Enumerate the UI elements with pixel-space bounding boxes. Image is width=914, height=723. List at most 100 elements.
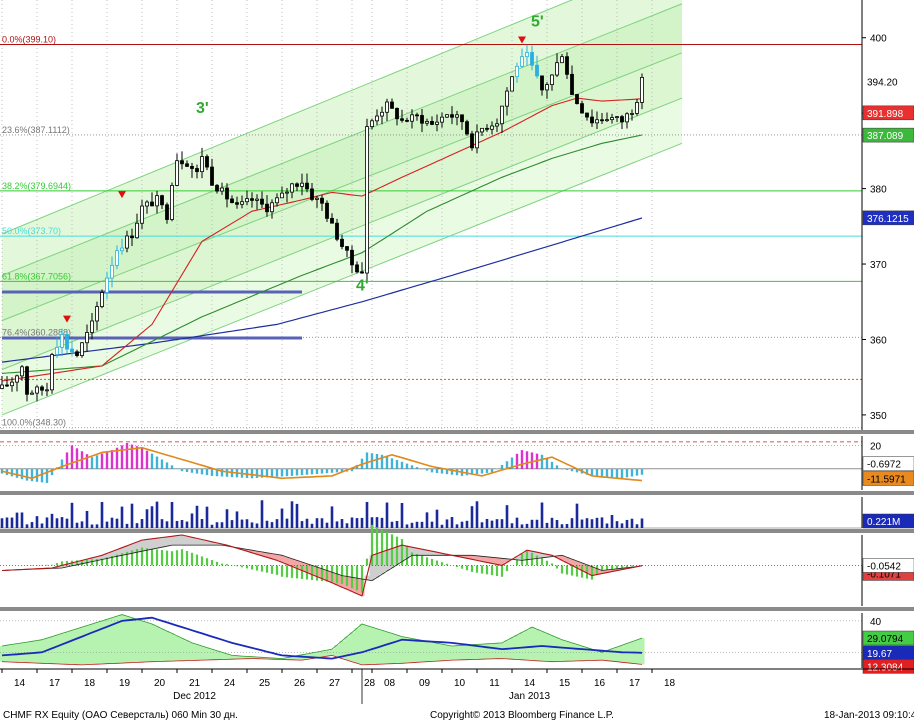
- candle-body: [415, 114, 419, 117]
- candle-body: [430, 121, 434, 125]
- macd-bar: [495, 565, 499, 576]
- oscillator-panel: 20 -0.6972 -11.5971: [0, 436, 914, 495]
- volume-bar: [490, 520, 494, 528]
- macd-bar: [475, 565, 479, 573]
- osc-bar: [630, 468, 634, 477]
- osc-bar: [350, 468, 354, 472]
- osc-bar: [510, 457, 514, 469]
- candle-body: [285, 191, 289, 194]
- volume-bar: [175, 520, 179, 528]
- osc-bar: [485, 468, 489, 473]
- osc-bar: [520, 450, 524, 469]
- channel-line: [1, 97, 683, 371]
- volume-bar: [505, 505, 509, 528]
- macd-bar: [255, 565, 259, 571]
- osc-bar: [185, 468, 189, 472]
- candle-body: [495, 123, 499, 127]
- candle-body: [575, 94, 579, 105]
- candle-body: [510, 76, 514, 92]
- volume-bar: [470, 506, 474, 528]
- osc-bar: [30, 468, 34, 482]
- candle-body: [20, 366, 24, 377]
- osc-bar: [570, 468, 574, 472]
- volume-bar: [345, 523, 349, 528]
- candle-body: [65, 334, 69, 350]
- macd-value-2: -0.1071: [867, 569, 901, 580]
- signal-marker: [63, 315, 71, 323]
- osc-bar: [255, 468, 259, 478]
- macd-bar: [280, 565, 284, 577]
- macd-bar: [245, 565, 249, 569]
- macd-bar: [320, 565, 324, 582]
- dmi-value-2: 19.67: [867, 649, 892, 660]
- candle-body: [385, 101, 389, 113]
- macd-bar: [195, 554, 199, 566]
- candle-body: [455, 114, 459, 118]
- volume-bar: [610, 515, 614, 528]
- osc-bar: [110, 450, 114, 469]
- volume-bar: [465, 520, 469, 528]
- candle-body: [550, 74, 554, 86]
- osc-bar: [480, 468, 484, 474]
- candle-body: [255, 198, 259, 201]
- volume-bar: [635, 524, 639, 528]
- candle-body: [240, 201, 244, 205]
- volume-bar: [185, 521, 189, 528]
- macd-bar: [130, 550, 134, 566]
- volume-bar: [565, 523, 569, 528]
- volume-bar: [430, 521, 434, 528]
- candle-body: [590, 116, 594, 124]
- channel-line: [1, 0, 574, 235]
- macd-bar: [550, 563, 554, 566]
- dmi-value-1: 29.0794: [867, 634, 904, 645]
- macd-bar: [345, 565, 349, 587]
- macd-bar: [235, 565, 239, 567]
- macd-bar: [155, 549, 159, 566]
- volume-bar: [495, 519, 499, 528]
- candle-body: [290, 183, 294, 193]
- volume-bar: [485, 518, 489, 528]
- candle-body: [325, 202, 329, 219]
- macd-bar: [115, 554, 119, 566]
- volume-bar: [155, 501, 159, 528]
- candle-body: [250, 198, 254, 201]
- volume-bar: [115, 518, 119, 528]
- volume-bar: [210, 524, 214, 528]
- osc-bar: [65, 452, 69, 469]
- volume-bar: [375, 517, 379, 528]
- volume-bar: [20, 512, 24, 528]
- volume-bar: [550, 517, 554, 528]
- volume-bar: [160, 519, 164, 528]
- osc-bar: [450, 468, 454, 475]
- macd-bar: [185, 551, 189, 566]
- candle-body: [420, 115, 424, 124]
- osc-bar: [440, 468, 444, 474]
- volume-bar: [145, 509, 149, 528]
- candle-body: [505, 90, 509, 107]
- volume-bar: [335, 521, 339, 528]
- osc-bar: [455, 468, 459, 476]
- volume-bar: [170, 502, 174, 528]
- osc-bar: [290, 468, 294, 476]
- x-tick-label: 19: [119, 678, 131, 689]
- candle-body: [10, 381, 14, 387]
- macd-bar: [65, 561, 69, 566]
- macd-bar: [270, 565, 274, 574]
- osc-bar: [170, 465, 174, 469]
- macd-bar: [170, 551, 174, 566]
- macd-bar: [120, 553, 124, 566]
- macd-bar: [625, 565, 629, 568]
- osc-bar: [160, 459, 164, 469]
- macd-bar: [110, 555, 114, 566]
- candle-body: [205, 156, 209, 168]
- candle-body: [30, 392, 34, 395]
- panel-separator: [0, 491, 914, 495]
- candle-body: [585, 112, 589, 118]
- candle-body: [50, 354, 54, 391]
- candle-body: [305, 182, 309, 190]
- macd-bar: [215, 561, 219, 566]
- macd-bar: [455, 565, 459, 568]
- osc-value-1: -0.6972: [867, 460, 901, 471]
- macd-bar: [580, 565, 584, 578]
- osc-bar: [265, 468, 269, 478]
